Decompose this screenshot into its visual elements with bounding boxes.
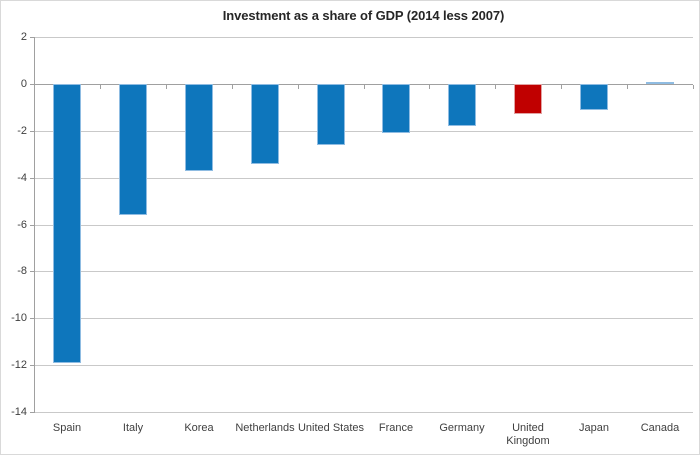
x-category-label: Spain	[52, 422, 82, 434]
bar-spain	[53, 84, 81, 363]
y-gridline	[34, 365, 693, 366]
y-gridline	[34, 37, 693, 38]
y-axis-tick-label: -14	[11, 406, 27, 418]
y-axis-tick	[30, 318, 34, 319]
y-gridline	[34, 178, 693, 179]
bar-korea	[185, 84, 213, 171]
y-axis-tick	[30, 84, 34, 85]
y-axis-tick-label: 0	[20, 78, 27, 90]
x-category-label: Canada	[640, 422, 680, 434]
y-axis-tick	[30, 412, 34, 413]
bar-france	[382, 84, 410, 133]
x-axis-tick	[364, 85, 365, 89]
y-axis-tick	[30, 131, 34, 132]
x-axis-tick	[495, 85, 496, 89]
y-axis-tick	[30, 225, 34, 226]
bar-canada	[646, 82, 674, 84]
x-axis-tick	[232, 85, 233, 89]
x-axis-tick	[34, 85, 35, 89]
y-axis-tick-label: -8	[17, 265, 27, 277]
x-category-label: Italy	[122, 422, 144, 434]
x-axis-tick	[298, 85, 299, 89]
y-axis-tick-label: -4	[17, 172, 27, 184]
x-category-label: Japan	[579, 422, 609, 434]
bar-japan	[580, 84, 608, 110]
y-axis-tick	[30, 271, 34, 272]
bar-netherlands	[251, 84, 279, 164]
y-axis-tick-label: -6	[17, 219, 27, 231]
x-category-label: United Kingdom	[506, 422, 550, 447]
y-gridline	[34, 271, 693, 272]
bar-italy	[119, 84, 147, 215]
x-axis-tick	[561, 85, 562, 89]
y-gridline	[34, 412, 693, 413]
y-gridline	[34, 318, 693, 319]
y-axis-tick	[30, 178, 34, 179]
bar-germany	[448, 84, 476, 126]
x-axis-tick	[100, 85, 101, 89]
x-axis-tick	[166, 85, 167, 89]
x-category-label: Korea	[184, 422, 214, 434]
bar-united-kingdom	[514, 84, 542, 114]
x-category-label: United States	[297, 422, 365, 434]
y-axis-tick	[30, 37, 34, 38]
x-category-label: Germany	[439, 422, 485, 434]
x-axis-tick	[627, 85, 628, 89]
y-axis-tick-label: 2	[20, 31, 27, 43]
y-axis-tick-label: -2	[17, 125, 27, 137]
x-axis-line	[34, 84, 693, 85]
y-axis-tick-label: -10	[11, 312, 27, 324]
chart-title: Investment as a share of GDP (2014 less …	[222, 8, 505, 23]
bar-united-states	[317, 84, 345, 145]
y-axis-line	[34, 37, 35, 413]
y-gridline	[34, 131, 693, 132]
x-axis-tick	[429, 85, 430, 89]
y-gridline	[34, 225, 693, 226]
y-axis-tick	[30, 365, 34, 366]
x-axis-tick	[693, 85, 694, 89]
x-category-label: France	[378, 422, 414, 434]
y-axis-tick-label: -12	[11, 359, 27, 371]
x-category-label: Netherlands	[235, 422, 295, 434]
